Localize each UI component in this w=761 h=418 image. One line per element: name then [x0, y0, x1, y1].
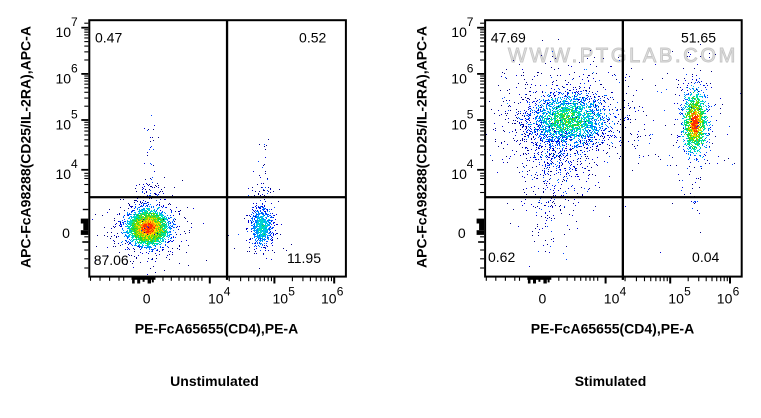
svg-text:10: 10 [56, 166, 72, 182]
svg-text:87.06: 87.06 [94, 252, 129, 268]
svg-text:4: 4 [224, 285, 231, 299]
svg-text:6: 6 [467, 61, 474, 75]
svg-text:10: 10 [321, 290, 337, 306]
svg-text:0.47: 0.47 [95, 30, 122, 46]
svg-text:PE-FcA65655(CD4),PE-A: PE-FcA65655(CD4),PE-A [135, 320, 298, 336]
svg-text:10: 10 [56, 24, 72, 40]
svg-text:7: 7 [71, 15, 78, 29]
svg-text:10: 10 [273, 290, 289, 306]
svg-text:7: 7 [467, 15, 474, 29]
svg-text:0: 0 [143, 290, 151, 306]
svg-text:10: 10 [451, 70, 467, 86]
svg-text:6: 6 [71, 61, 78, 75]
svg-text:47.69: 47.69 [491, 30, 526, 46]
svg-text:0.52: 0.52 [299, 30, 326, 46]
svg-text:0.62: 0.62 [488, 249, 515, 265]
svg-text:6: 6 [733, 285, 740, 299]
svg-text:5: 5 [684, 285, 691, 299]
svg-text:4: 4 [467, 157, 474, 171]
svg-text:Unstimulated: Unstimulated [170, 373, 259, 389]
svg-text:10: 10 [56, 70, 72, 86]
svg-text:10: 10 [56, 116, 72, 132]
svg-text:0: 0 [539, 290, 547, 306]
svg-text:0.04: 0.04 [692, 249, 719, 265]
svg-text:Stimulated: Stimulated [575, 373, 647, 389]
svg-text:0: 0 [458, 225, 466, 241]
svg-text:10: 10 [604, 290, 620, 306]
svg-text:5: 5 [467, 107, 474, 121]
svg-text:4: 4 [620, 285, 627, 299]
svg-text:51.65: 51.65 [681, 30, 716, 46]
svg-text:10: 10 [451, 24, 467, 40]
svg-text:5: 5 [288, 285, 295, 299]
svg-text:6: 6 [337, 285, 344, 299]
svg-text:PE-FcA65655(CD4),PE-A: PE-FcA65655(CD4),PE-A [531, 320, 694, 336]
svg-text:10: 10 [451, 166, 467, 182]
svg-text:10: 10 [668, 290, 684, 306]
svg-text:APC-FcA98288(CD25/IL-2RA),APC-: APC-FcA98288(CD25/IL-2RA),APC-A [18, 26, 34, 268]
svg-text:10: 10 [451, 116, 467, 132]
svg-text:10: 10 [208, 290, 224, 306]
svg-text:5: 5 [71, 107, 78, 121]
svg-text:10: 10 [717, 290, 733, 306]
svg-text:11.95: 11.95 [287, 250, 321, 266]
svg-text:APC-FcA98288(CD25/IL-2RA),APC-: APC-FcA98288(CD25/IL-2RA),APC-A [413, 26, 429, 268]
svg-text:WWW.PTGLAB.COM: WWW.PTGLAB.COM [508, 45, 738, 67]
svg-text:4: 4 [71, 157, 78, 171]
svg-text:0: 0 [62, 225, 70, 241]
